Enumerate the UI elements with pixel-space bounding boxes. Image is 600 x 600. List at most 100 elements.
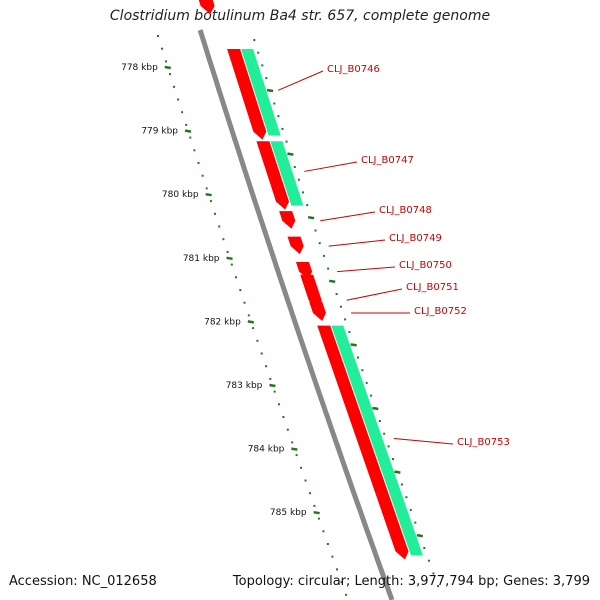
ruler-dot: [235, 276, 237, 279]
inner-ruler-dot: [392, 458, 394, 461]
ruler-dot: [282, 416, 285, 418]
ruler-dot: [165, 60, 167, 63]
ruler-dot: [326, 543, 329, 545]
inner-ruler-dot: [327, 267, 330, 270]
inner-ruler-dot: [365, 381, 368, 384]
ruler-label: 781 kbp: [183, 254, 220, 264]
ruler-dot: [286, 428, 289, 431]
inner-ruler-dot: [318, 242, 321, 245]
ruler-label: 782 kbp: [204, 317, 241, 327]
inner-ruler-dot: [357, 356, 359, 359]
ruler-dot: [209, 200, 212, 203]
ruler-dot: [201, 174, 204, 177]
inner-ruler-dot: [344, 318, 347, 321]
gene-label[interactable]: CLJ_B0750: [399, 260, 452, 271]
ruler-dot: [331, 555, 334, 558]
inner-ruler-tick: [307, 215, 315, 220]
inner-ruler-dot: [339, 305, 342, 308]
ruler-label: 783 kbp: [226, 381, 263, 391]
ruler-dot: [205, 187, 208, 190]
inner-ruler-dot: [261, 64, 264, 67]
inner-ruler-dot: [427, 559, 430, 562]
ruler-major-tick: [226, 256, 233, 261]
ruler-dot: [345, 593, 348, 596]
ruler-dot: [189, 136, 192, 139]
ruler-major-tick: [313, 510, 320, 515]
ruler-dot: [265, 365, 267, 368]
backbone-layer: [197, 29, 395, 600]
cds-band[interactable]: [270, 141, 304, 206]
inner-ruler-dot: [265, 77, 268, 80]
gene-label[interactable]: CLJ_B0748: [379, 205, 432, 216]
inner-ruler-dot: [293, 166, 296, 168]
gene-arrow[interactable]: [300, 274, 322, 309]
gene-connector: [304, 161, 358, 172]
gene-label[interactable]: CLJ_B0753: [457, 437, 510, 448]
gene-label-layer: CLJ_B0746 CLJ_B0747 CLJ_B0748 CLJ_B0749 CLJ_…: [277, 64, 510, 448]
accession-text: Accession: NC_012658: [9, 574, 157, 589]
ruler-dot: [322, 530, 325, 533]
ruler-dot: [336, 568, 338, 571]
ruler-dot: [309, 492, 311, 495]
inner-ruler-tick: [416, 533, 423, 538]
ruler-dot: [239, 289, 242, 291]
ruler-dot: [173, 85, 175, 88]
inner-ruler-tick: [350, 343, 357, 347]
gene-connector: [346, 288, 403, 301]
gene-arrow[interactable]: [309, 301, 326, 321]
gene-label[interactable]: CLJ_B0752: [414, 306, 467, 317]
inner-ruler-dot: [405, 496, 408, 499]
inner-ruler-dot: [414, 521, 417, 524]
ruler-dot: [269, 377, 272, 380]
ruler-dot: [169, 73, 171, 76]
gene-arrow[interactable]: [287, 236, 304, 255]
inner-ruler-dot: [257, 51, 260, 54]
ruler-dot: [340, 581, 343, 584]
gene-connector: [393, 438, 454, 445]
gene-arrow-partial[interactable]: [198, 0, 215, 14]
inner-ruler-dot: [383, 432, 386, 435]
inner-ruler-dot: [277, 115, 280, 118]
inner-ruler-dot: [387, 445, 390, 448]
gene-connector: [277, 70, 324, 91]
ruler-dot: [157, 35, 159, 37]
ruler-layer: 778 kbp 779 kbp 780 kbp 781 kbp 782 kbp 783 k…: [121, 35, 439, 596]
inner-ruler-dot: [285, 140, 288, 143]
inner-ruler-dot: [306, 204, 309, 207]
inner-ruler-dot: [335, 293, 338, 295]
inner-ruler-dot: [378, 420, 381, 422]
ruler-dot: [304, 479, 307, 482]
gene-arrow[interactable]: [256, 141, 290, 210]
ruler-dot: [256, 339, 259, 342]
gene-arrow[interactable]: [317, 325, 409, 560]
cds-band[interactable]: [331, 325, 423, 556]
ruler-label: 780 kbp: [162, 190, 199, 200]
gene-arrow[interactable]: [227, 49, 267, 140]
gene-label[interactable]: CLJ_B0751: [406, 282, 459, 293]
ruler-label: 785 kbp: [270, 508, 307, 518]
inner-ruler-tick: [394, 470, 401, 474]
ruler-dot: [197, 162, 200, 164]
ruler-dot: [218, 225, 221, 228]
inner-ruler-dot: [432, 572, 435, 575]
ruler-dot: [252, 327, 255, 330]
cds-band[interactable]: [241, 49, 281, 136]
inner-ruler-tick: [287, 152, 294, 156]
gene-connector: [320, 211, 376, 222]
inner-ruler-dot: [297, 178, 300, 181]
gene-label[interactable]: CLJ_B0746: [327, 64, 380, 75]
ruler-dot: [177, 98, 180, 101]
inner-ruler-dot: [273, 102, 276, 105]
ruler-dot: [226, 250, 229, 253]
ruler-major-tick: [269, 383, 276, 388]
inner-ruler-dot: [409, 508, 412, 511]
gene-label[interactable]: CLJ_B0749: [389, 233, 442, 244]
ruler-dot: [278, 403, 280, 406]
gene-arrow[interactable]: [279, 211, 296, 229]
inner-ruler-dot: [437, 585, 439, 588]
ruler-major-tick: [247, 320, 255, 324]
ruler-dot: [291, 441, 294, 444]
inner-ruler-dot: [400, 483, 403, 486]
gene-label[interactable]: CLJ_B0747: [361, 155, 414, 166]
